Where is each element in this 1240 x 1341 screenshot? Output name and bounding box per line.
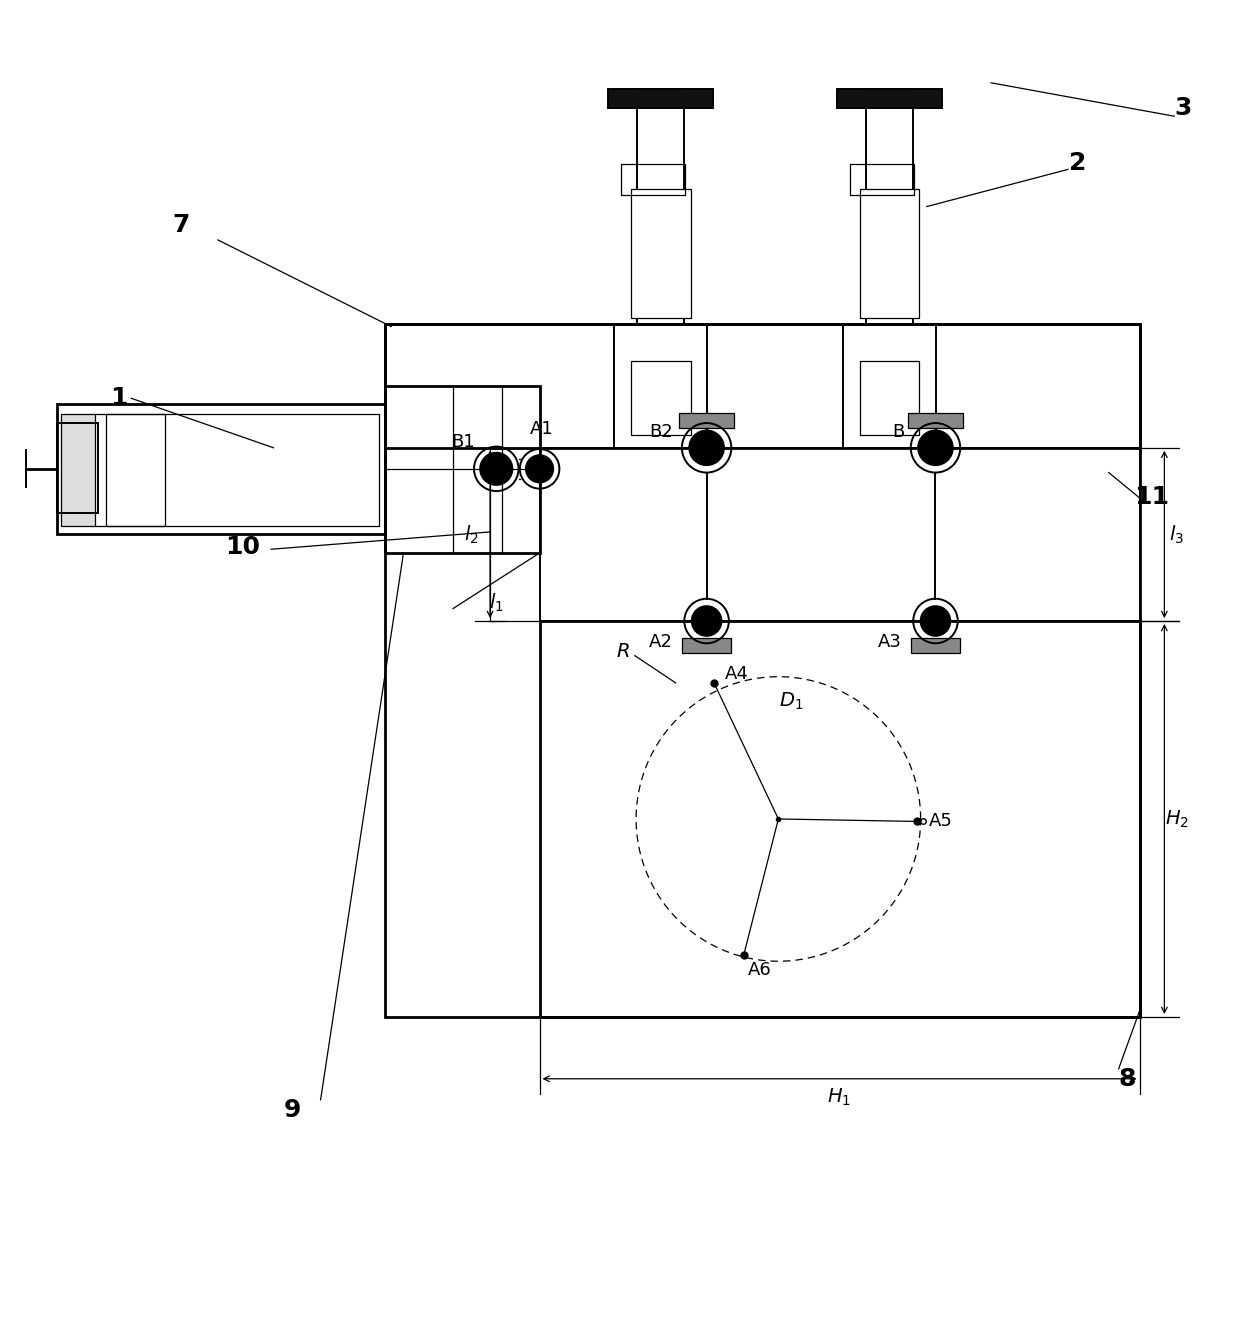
Bar: [849, 164, 914, 194]
Bar: [107, 414, 165, 526]
Text: 2: 2: [1069, 152, 1086, 176]
Bar: [908, 413, 962, 428]
Text: 3: 3: [1174, 95, 1192, 119]
Text: B2: B2: [650, 422, 673, 441]
Text: $l_1$: $l_1$: [489, 591, 503, 614]
Circle shape: [689, 430, 724, 465]
Text: A1: A1: [529, 420, 553, 439]
Text: 11: 11: [1135, 485, 1169, 510]
Text: $H_1$: $H_1$: [827, 1086, 851, 1108]
Circle shape: [526, 455, 553, 483]
Text: A4: A4: [725, 665, 749, 683]
Text: 7: 7: [172, 213, 190, 237]
Bar: [57, 405, 384, 535]
Circle shape: [918, 430, 952, 465]
Bar: [682, 638, 732, 653]
Text: 3: 3: [925, 434, 934, 448]
Bar: [910, 638, 960, 653]
Bar: [384, 386, 539, 552]
Bar: [680, 413, 734, 428]
Circle shape: [480, 453, 512, 485]
Bar: [57, 422, 98, 514]
Bar: [94, 414, 378, 526]
Bar: [615, 325, 707, 448]
Bar: [620, 164, 684, 194]
Text: $l_3$: $l_3$: [1169, 523, 1184, 546]
Bar: [837, 89, 942, 107]
Bar: [384, 325, 1140, 1016]
Text: A3: A3: [878, 633, 901, 650]
Bar: [539, 621, 1140, 1016]
Bar: [861, 361, 919, 436]
Bar: [61, 414, 95, 526]
Text: $D_1$: $D_1$: [779, 691, 804, 712]
Bar: [861, 189, 919, 318]
Bar: [384, 325, 1140, 448]
Circle shape: [920, 606, 950, 636]
Bar: [609, 89, 713, 107]
Bar: [843, 325, 936, 448]
Text: 8: 8: [1118, 1067, 1136, 1090]
Text: $H_2$: $H_2$: [1164, 809, 1189, 830]
Text: B1: B1: [451, 433, 475, 451]
Text: $R$: $R$: [615, 642, 630, 661]
Text: $l_2$: $l_2$: [464, 523, 479, 546]
Text: A2: A2: [650, 633, 673, 650]
Bar: [867, 89, 913, 325]
Text: 1: 1: [110, 386, 128, 410]
Text: A5: A5: [929, 813, 954, 830]
Bar: [631, 361, 691, 436]
Text: 10: 10: [226, 535, 260, 559]
Bar: [631, 189, 691, 318]
Bar: [637, 89, 684, 325]
Circle shape: [692, 606, 722, 636]
Bar: [539, 448, 1140, 621]
Text: B: B: [893, 422, 904, 441]
Text: A6: A6: [748, 961, 771, 979]
Text: 9: 9: [284, 1098, 301, 1121]
